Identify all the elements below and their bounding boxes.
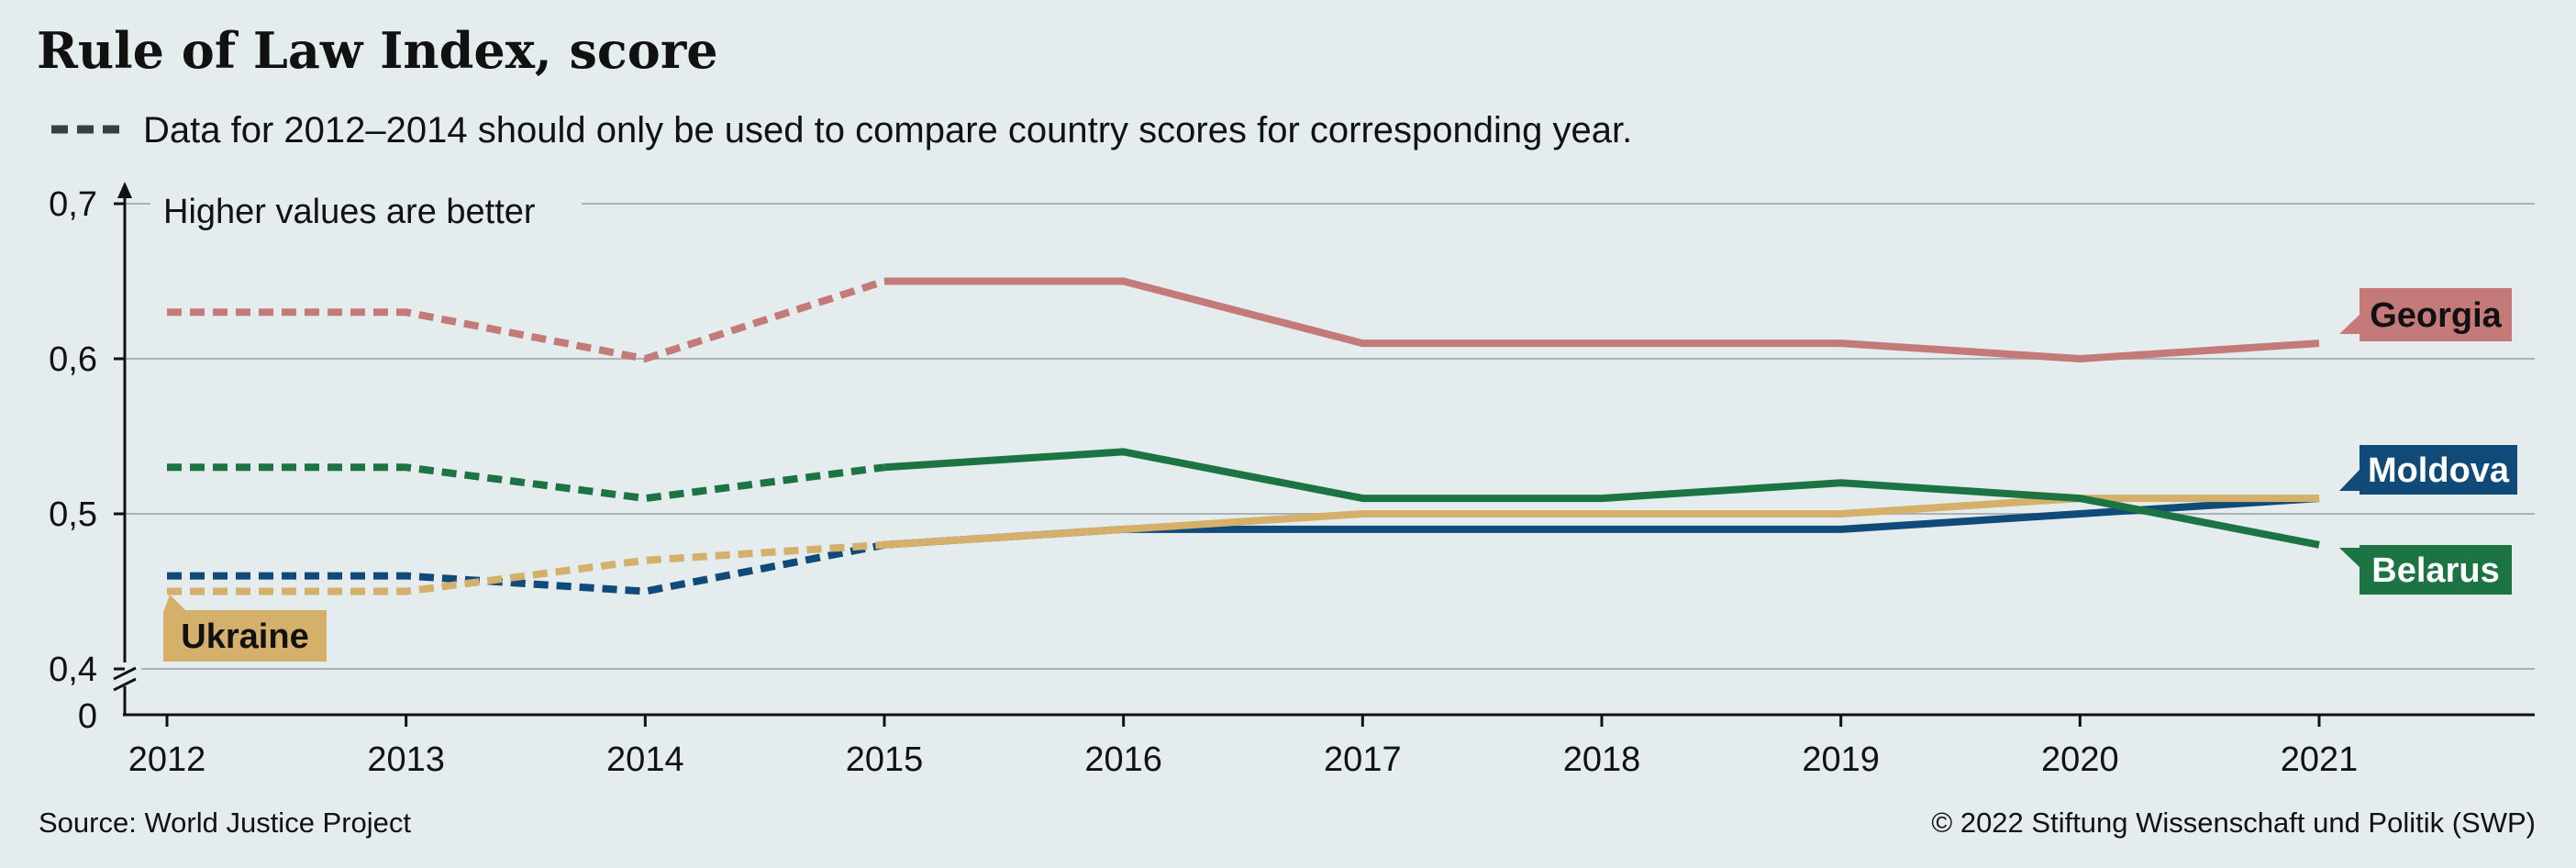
x-tick-label: 2019 — [1802, 740, 1880, 779]
axes: 0 — [78, 182, 2535, 736]
georgia-label-pointer — [2339, 315, 2359, 334]
belarus-label-text: Belarus — [2371, 551, 2499, 590]
x-tick-label: 2013 — [367, 740, 445, 779]
x-tick-label: 2020 — [2041, 740, 2119, 779]
chart-title: Rule of Law Index, score — [37, 21, 718, 80]
moldova-label-pointer — [2339, 470, 2359, 491]
belarus-label: Belarus — [2339, 545, 2512, 595]
georgia-label-box — [2359, 288, 2512, 341]
y-tick-labels: 0,7 0,6 0,5 0,4 — [49, 185, 125, 689]
copyright-note: © 2022 Stiftung Wissenschaft und Politik… — [1931, 807, 2536, 839]
x-tick-label: 2015 — [846, 740, 924, 779]
georgia-line — [884, 277, 2320, 362]
x-tick-label: 2017 — [1324, 740, 1402, 779]
y-tick-label: 0,4 — [49, 651, 97, 689]
ukraine-label: Ukraine — [163, 595, 327, 662]
belarus-line — [883, 448, 2320, 549]
x-tick-label: 2016 — [1084, 740, 1162, 779]
georgia-line-dashed — [167, 277, 886, 362]
legend-note-text: Data for 2012–2014 should only be used t… — [143, 110, 1632, 150]
x-axis: 2012 2013 2014 2015 2016 2017 2018 2019 2020 2021 — [128, 715, 2359, 779]
y-zero-label: 0 — [78, 697, 97, 736]
ukraine-label-box — [163, 610, 327, 662]
legend-note: Data for 2012–2014 should only be used t… — [51, 110, 1632, 150]
belarus-label-pointer — [2339, 548, 2359, 567]
series-lines — [167, 277, 2320, 595]
y-tick-label: 0,5 — [49, 495, 97, 534]
ukraine-label-pointer — [163, 595, 188, 613]
ukraine-line-dashed — [167, 540, 885, 595]
x-tick-label: 2014 — [606, 740, 684, 779]
moldova-line-dashed — [167, 540, 885, 595]
y-tick-label: 0,7 — [49, 185, 97, 224]
x-tick-label: 2018 — [1563, 740, 1641, 779]
belarus-label-box — [2359, 545, 2512, 595]
moldova-label: Moldova — [2339, 445, 2517, 495]
georgia-label-text: Georgia — [2370, 296, 2502, 335]
y-tick-label: 0,6 — [49, 340, 97, 379]
moldova-label-text: Moldova — [2368, 451, 2510, 490]
y-axis-label-background — [150, 184, 582, 235]
axis-break-icon — [113, 666, 137, 692]
x-tick-label: 2012 — [128, 740, 206, 779]
y-axis-arrow-icon — [117, 182, 132, 198]
y-axis-label-text: Higher values are better — [163, 193, 536, 231]
x-tick-label: 2021 — [2281, 740, 2359, 779]
series-labels: Georgia Moldova Ukraine Belarus — [163, 288, 2517, 662]
ukraine-label-text: Ukraine — [181, 618, 308, 656]
georgia-label: Georgia — [2339, 288, 2512, 341]
y-axis-label: Higher values are better — [150, 184, 582, 235]
belarus-line-dashed — [167, 463, 885, 503]
source-note: Source: World Justice Project — [39, 807, 411, 839]
gridlines — [125, 203, 2535, 670]
moldova-label-box — [2359, 445, 2517, 495]
